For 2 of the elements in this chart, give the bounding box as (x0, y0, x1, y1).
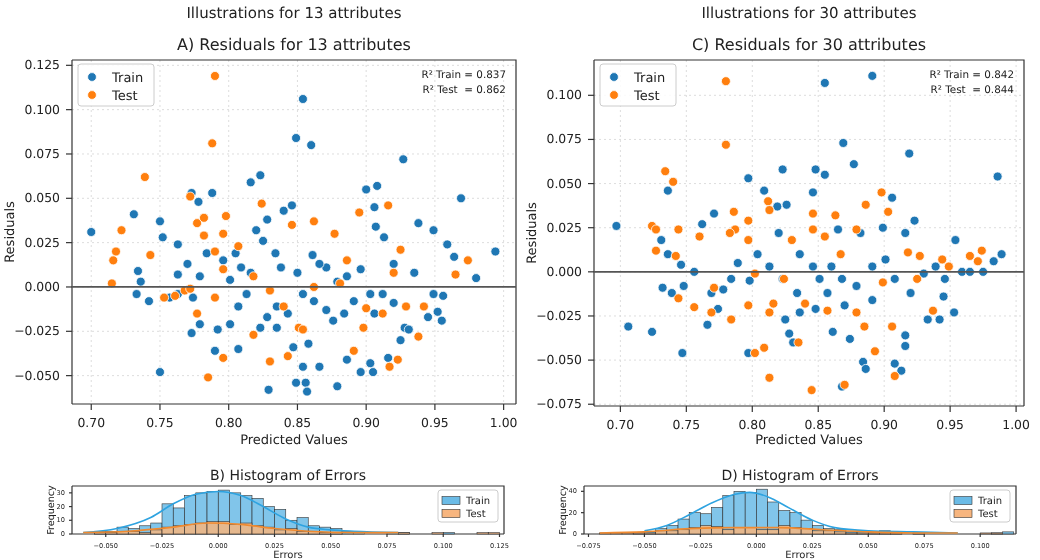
chart-subtitle: C) Residuals for 30 attributes (691, 36, 927, 54)
chart-subtitle: A) Residuals for 13 attributes (177, 36, 411, 54)
